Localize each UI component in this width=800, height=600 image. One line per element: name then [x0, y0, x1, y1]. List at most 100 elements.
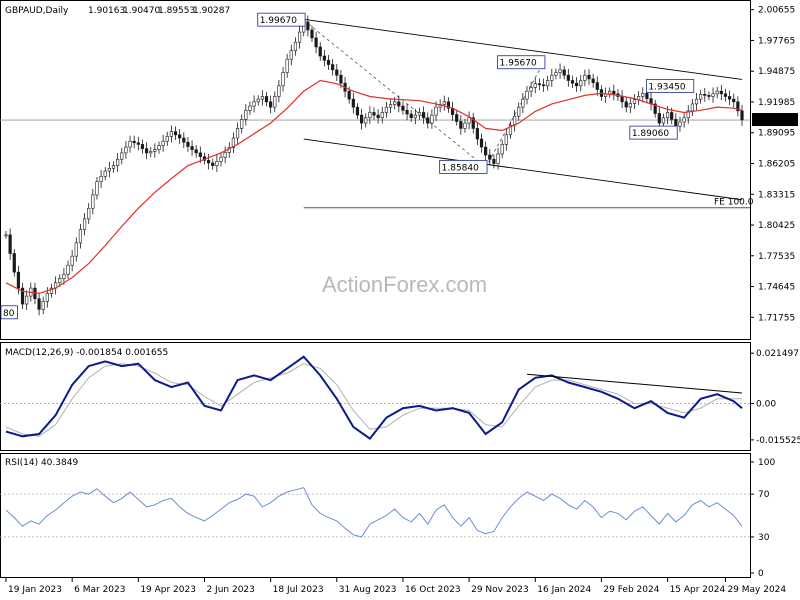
candle-body-bear: [562, 69, 566, 76]
candle-body-bull: [628, 103, 632, 108]
candle: [306, 15, 310, 37]
candle-body-bear: [306, 21, 310, 31]
candle: [678, 116, 682, 132]
x-tick-label: 6 Mar 2023: [74, 585, 125, 595]
candle-body-bull: [297, 31, 302, 43]
candle: [463, 118, 467, 133]
annotation-label: 80: [3, 309, 15, 319]
candle-body-bull: [248, 105, 252, 111]
candle: [525, 85, 529, 105]
candle-body-bear: [595, 82, 599, 90]
price-annotation: 1.85840: [439, 159, 488, 174]
candle: [49, 283, 54, 298]
x-tick-label: 19 Jan 2023: [8, 585, 62, 595]
candle: [194, 145, 198, 158]
price-annotation: 1.93450: [645, 78, 695, 93]
rsi-y-tick-label: 100: [758, 458, 775, 468]
x-tick-label: 19 Apr 2023: [140, 585, 196, 595]
candle-body-bull: [715, 90, 719, 95]
candle-body-bull: [235, 128, 240, 139]
candle: [484, 141, 488, 161]
candle: [496, 147, 500, 170]
candle: [178, 129, 182, 144]
candle-body-bear: [405, 110, 409, 115]
candle-body-bull: [583, 74, 587, 81]
candle: [322, 49, 326, 67]
candle: [475, 122, 479, 146]
candle-body-bull: [388, 104, 393, 108]
candle: [310, 25, 314, 43]
annotation-label: 1.89060: [632, 129, 669, 139]
candle: [727, 90, 732, 106]
candle: [62, 267, 66, 285]
candle: [707, 91, 711, 101]
candle-body-bear: [670, 112, 674, 120]
channel-lower-line: [303, 138, 743, 201]
candle-body-bull: [496, 153, 500, 164]
macd-layer: [0, 355, 750, 440]
candle-body-bull: [434, 106, 438, 116]
annotation-box: [629, 125, 678, 140]
candle: [326, 54, 331, 70]
candle: [570, 75, 575, 89]
candle: [331, 58, 335, 76]
candle-body-bull: [169, 131, 173, 137]
candle-body-bull: [240, 119, 244, 129]
candle-body-bear: [624, 101, 628, 108]
candle: [161, 134, 165, 152]
candle-body-bull: [417, 112, 422, 116]
candle-body-bear: [727, 96, 732, 100]
candle-body-bull: [82, 218, 87, 230]
candle-body-bear: [314, 37, 318, 48]
candle-body-bull: [467, 117, 471, 124]
rsi-line: [5, 487, 743, 538]
candle-body-bear: [426, 117, 430, 124]
candle-body-bull: [661, 117, 666, 124]
price-y-tick-label: 1.71755: [758, 313, 795, 323]
candle: [111, 161, 116, 173]
candle: [723, 88, 728, 102]
candle-body-bull: [49, 287, 54, 294]
candle: [95, 177, 99, 200]
price-y-tick-label: 2.00655: [758, 6, 795, 16]
candle: [359, 108, 364, 130]
candle-body-bear: [140, 144, 145, 149]
macd-header: MACD(12,26,9) -0.001854 0.001655: [5, 348, 168, 358]
candle: [219, 152, 223, 167]
candle: [380, 106, 384, 124]
candle-body-bull: [678, 121, 682, 127]
candle: [566, 68, 570, 87]
candle: [533, 77, 537, 94]
candle-body-bull: [699, 94, 703, 100]
candle: [264, 91, 269, 107]
candle: [124, 141, 128, 159]
candle: [430, 109, 434, 129]
candle-body-bull: [413, 114, 417, 119]
candle: [74, 237, 78, 262]
candle-body-bull: [99, 176, 103, 182]
candle: [99, 169, 103, 188]
candle: [281, 66, 285, 92]
candle: [583, 69, 587, 87]
candle-body-bull: [260, 96, 264, 100]
x-tick-label: 2 Jun 2023: [206, 585, 254, 595]
candle-body-bear: [479, 138, 484, 148]
candle-body-bull: [25, 295, 29, 305]
price-header-symbol: GBPAUD,Daily: [5, 6, 69, 16]
candle-body-bear: [347, 90, 351, 100]
candle: [508, 121, 513, 139]
rsi-y-tick-label: 70: [758, 490, 770, 500]
candle-body-bear: [732, 98, 736, 103]
candle-body-bear: [570, 80, 575, 84]
candle-body-bear: [318, 46, 322, 57]
candle: [149, 146, 153, 158]
candle: [91, 188, 95, 215]
candle-body-bear: [707, 95, 711, 97]
candle-body-bear: [326, 59, 331, 65]
candle: [397, 95, 401, 113]
annotation-label: 1.93450: [648, 82, 685, 92]
candle-body-bear: [310, 29, 314, 39]
candle-body-bull: [529, 87, 533, 92]
candle-body-bear: [653, 103, 657, 114]
candle-body-bull: [78, 229, 83, 244]
